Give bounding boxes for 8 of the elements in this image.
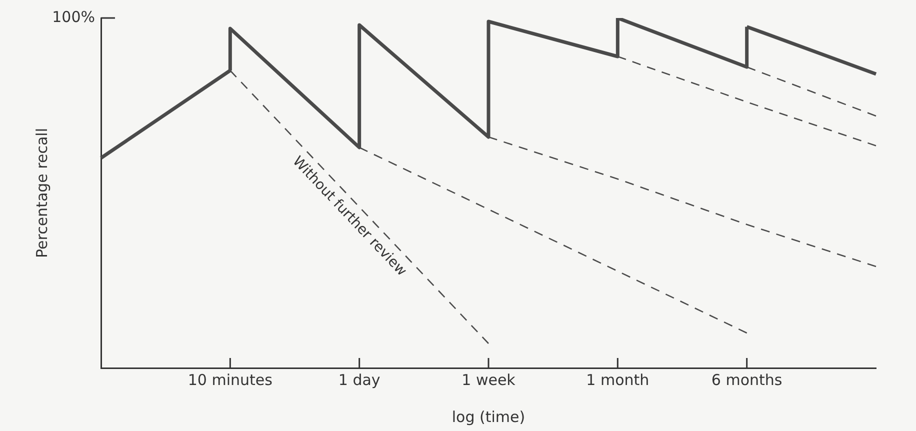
x-axis-title: log (time) bbox=[452, 408, 526, 426]
y-axis-title: Percentage recall bbox=[32, 128, 51, 258]
x-tick-label: 6 months bbox=[711, 370, 782, 389]
x-tick-label: 1 day bbox=[338, 370, 380, 389]
x-tick-label: 1 month bbox=[586, 370, 650, 389]
x-tick-label: 1 week bbox=[462, 370, 516, 389]
x-tick-label: 10 minutes bbox=[188, 370, 273, 389]
text: 100% bbox=[52, 8, 95, 26]
